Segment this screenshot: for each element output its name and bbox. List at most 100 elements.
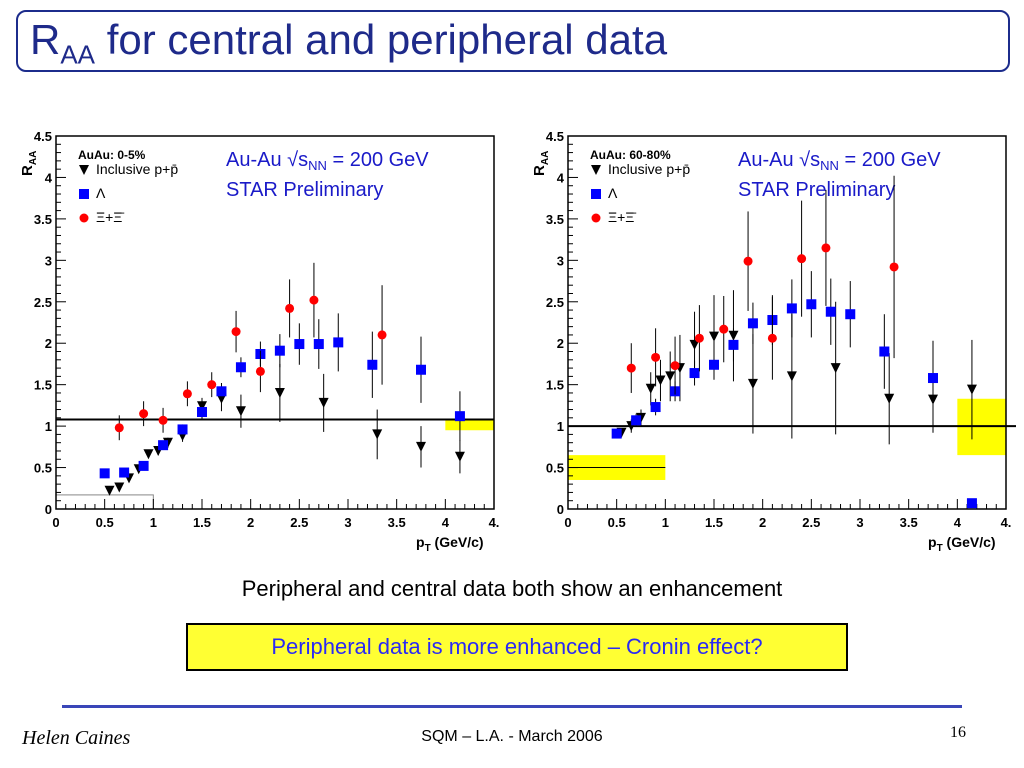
footer-author: Helen Caines (22, 727, 131, 749)
data-point (313, 339, 324, 350)
energy-annotation-sub: NN (308, 158, 327, 173)
y-tick-label: 3 (557, 253, 564, 268)
x-axis-label: pT (GeV/c) (416, 534, 484, 552)
legend-label: Ξ+Ξ̄ (608, 209, 636, 225)
panel-label: AuAu: 60-80% (590, 148, 671, 162)
series-square (611, 271, 977, 509)
x-tick-label: 4. (1001, 515, 1012, 530)
data-point (650, 402, 661, 413)
x-tick-label: 3 (344, 515, 351, 530)
x-tick-label: 2.5 (290, 515, 308, 530)
title-rest: for central and peripheral data (95, 16, 668, 63)
y-tick-label: 4 (45, 170, 53, 185)
data-point (694, 333, 704, 343)
legend-marker (79, 213, 89, 223)
data-point (454, 411, 465, 422)
x-tick-label: 3 (856, 515, 863, 530)
legend-label: Λ (96, 185, 106, 201)
title-main: R (30, 16, 61, 63)
data-point (889, 262, 899, 272)
data-point (138, 460, 149, 471)
x-tick-label: 4 (442, 515, 450, 530)
x-tick-label: 3.5 (388, 515, 406, 530)
y-axis-label-sub: AA (540, 151, 551, 165)
x-tick-label: 1 (150, 515, 157, 530)
data-point (99, 468, 110, 479)
x-tick-label: 2 (759, 515, 766, 530)
data-point (689, 368, 700, 379)
data-point (689, 339, 700, 350)
x-axis-label-main: p (928, 534, 937, 550)
data-point (377, 330, 387, 340)
data-point (143, 449, 154, 460)
systematic-box (445, 419, 494, 431)
x-axis-label-rest: (GeV/c) (943, 534, 996, 550)
data-point (177, 424, 188, 435)
data-point (884, 393, 895, 404)
series-circle (114, 262, 387, 441)
data-point (285, 303, 295, 313)
data-point (114, 482, 125, 493)
data-point (719, 324, 729, 334)
data-point (119, 467, 130, 478)
data-point (104, 485, 115, 496)
x-axis-label-main: p (416, 534, 425, 550)
data-point (235, 406, 246, 417)
x-tick-label: 4. (489, 515, 500, 530)
x-tick-label: 0 (52, 515, 59, 530)
chart-peripheral: 0 0.5 1 1.5 2 2.5 3 3.5 4 4. 0 0.5 1 1.5 2 2.5 3 3.5 4 4.5 R… (531, 129, 1016, 552)
page-number: 16 (950, 724, 966, 741)
x-axis-label-sub: T (937, 543, 943, 552)
data-point (416, 441, 426, 452)
data-point (114, 423, 124, 433)
data-point (158, 440, 169, 451)
energy-annotation-rest: = 200 GeV (839, 149, 941, 171)
y-tick-label: 0 (45, 502, 52, 517)
y-tick-label: 2 (557, 336, 564, 351)
y-tick-label: 3.5 (34, 212, 52, 227)
legend-label: Λ (608, 185, 618, 201)
preliminary-annotation: STAR Preliminary (226, 179, 383, 201)
data-point (294, 339, 305, 350)
footer-divider (62, 705, 962, 708)
data-point (747, 378, 758, 389)
legend-marker (79, 189, 89, 199)
data-point (255, 366, 265, 376)
y-tick-label: 1.5 (34, 378, 52, 393)
y-tick-label: 2 (45, 336, 52, 351)
data-point (728, 339, 739, 350)
energy-annotation-main: Au-Au √s (738, 149, 820, 171)
series-triangle-down (104, 363, 465, 496)
energy-annotation: Au-Au √sNN = 200 GeV (226, 149, 429, 173)
footer-event: SQM – L.A. - March 2006 (421, 728, 603, 745)
data-point (158, 415, 168, 425)
data-point (611, 428, 622, 439)
series-square (99, 313, 465, 479)
data-point (806, 299, 817, 310)
legend-label: Ξ+Ξ̄ (96, 209, 124, 225)
x-axis-label: pT (GeV/c) (928, 534, 996, 552)
data-point (670, 361, 680, 371)
slide-title: RAA for central and peripheral data (30, 16, 667, 70)
y-tick-label: 2.5 (34, 295, 52, 310)
x-tick-label: 0.5 (608, 515, 626, 530)
x-tick-label: 1 (662, 515, 669, 530)
data-point (372, 429, 383, 440)
plot-frame (55, 135, 495, 510)
y-tick-label: 1 (45, 419, 52, 434)
data-point (665, 371, 676, 382)
data-point (830, 363, 841, 374)
energy-annotation-rest: = 200 GeV (327, 149, 429, 171)
data-point (767, 333, 777, 343)
data-point (207, 380, 217, 390)
data-point (709, 331, 719, 342)
chart-central: 0 0.5 1 1.5 2 2.5 3 3.5 4 4. 0 0.5 1 1.5 2 2.5 3 3.5 4 4.5 R… (19, 129, 500, 552)
x-tick-label: 2.5 (802, 515, 820, 530)
data-point (655, 375, 666, 386)
data-point (825, 306, 836, 317)
data-point (309, 295, 319, 305)
data-point (747, 318, 758, 329)
y-axis-label: RAA (531, 151, 551, 176)
x-tick-label: 1.5 (705, 515, 723, 530)
y-tick-label: 4.5 (34, 129, 52, 144)
